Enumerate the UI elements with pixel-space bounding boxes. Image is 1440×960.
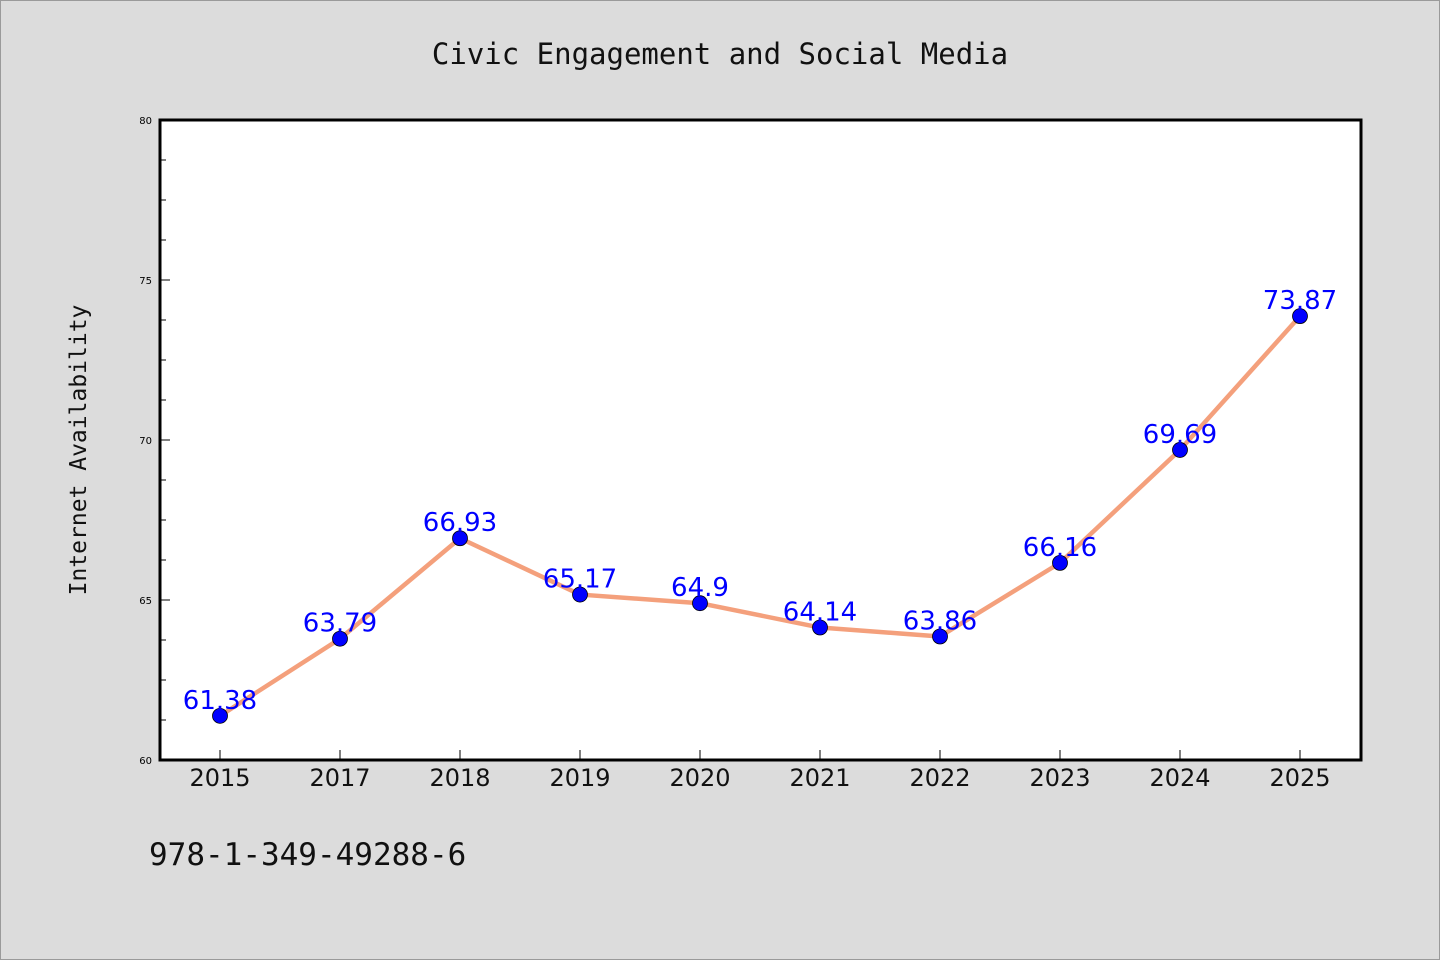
x-tick-label: 2017 xyxy=(309,764,370,792)
data-labels: 61.38 63.79 66.93 65.17 64.9 64.14 63.86 66.16 6… xyxy=(183,286,1337,716)
data-point-label: 66.16 xyxy=(1023,533,1097,563)
data-point-label: 64.9 xyxy=(671,573,729,603)
x-tick-label: 2022 xyxy=(909,764,970,792)
x-tick-label: 2018 xyxy=(429,764,490,792)
x-axis: 2015 2017 2018 2019 2020 2021 2022 2023 2024 2025 xyxy=(189,750,1331,792)
data-point-label: 73.87 xyxy=(1263,286,1337,316)
data-point-marker xyxy=(932,628,948,645)
data-point-marker xyxy=(812,619,828,636)
data-point-label: 63.79 xyxy=(303,609,377,639)
data-point-label: 64.14 xyxy=(783,598,857,628)
y-tick-label: 70 xyxy=(139,436,152,447)
x-tick-label: 2024 xyxy=(1149,764,1210,792)
x-tick-label: 2025 xyxy=(1269,764,1330,792)
isbn-footer: 978-1-349-49288-6 xyxy=(149,837,466,873)
y-tick-label: 75 xyxy=(139,276,152,287)
x-tick-label: 2015 xyxy=(189,764,250,792)
x-tick-label: 2019 xyxy=(549,764,610,792)
series-line xyxy=(218,314,1302,718)
plot-area xyxy=(158,118,1363,762)
data-point-marker xyxy=(1292,308,1308,325)
y-axis: 60 65 70 75 80 xyxy=(139,116,170,767)
data-point-marker xyxy=(212,707,228,724)
y-tick-label: 60 xyxy=(139,756,152,767)
data-point-label: 69.69 xyxy=(1143,420,1217,450)
data-point-label: 65.17 xyxy=(543,565,617,595)
data-point-label: 61.38 xyxy=(183,686,257,716)
data-point-label: 66.93 xyxy=(423,508,497,538)
x-tick-label: 2020 xyxy=(669,764,730,792)
data-point-marker xyxy=(692,595,708,612)
y-tick-label: 65 xyxy=(139,596,152,607)
x-tick-label: 2023 xyxy=(1029,764,1090,792)
data-point-marker xyxy=(452,530,468,547)
chart-title: Civic Engagement and Social Media xyxy=(432,37,1008,71)
data-point-marker xyxy=(1172,442,1188,458)
data-point-marker xyxy=(572,586,588,603)
data-point-marker xyxy=(332,630,348,647)
data-point-label: 63.86 xyxy=(903,606,977,636)
x-tick-label: 2021 xyxy=(789,764,850,792)
series-markers xyxy=(212,308,1308,724)
data-point-marker xyxy=(1052,554,1068,571)
y-axis-label: Internet Availability xyxy=(66,305,92,596)
y-tick-label: 80 xyxy=(139,116,152,127)
